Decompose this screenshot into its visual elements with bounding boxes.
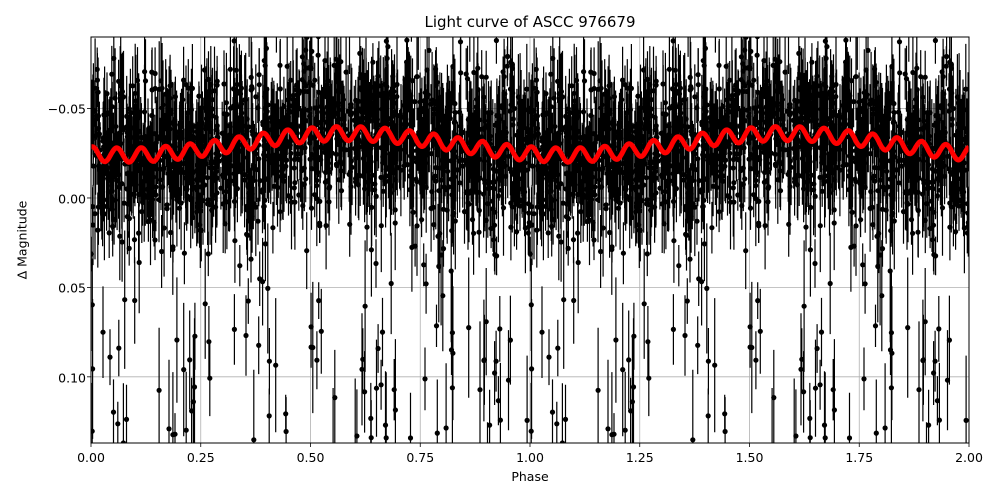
x-tick-label: 1.25 [625, 450, 654, 465]
y-axis-label: Δ Magnitude [14, 200, 30, 280]
x-tick-label: 1.75 [845, 450, 874, 465]
tick-marks [87, 108, 970, 447]
model-fit-line [91, 124, 969, 165]
y-tick-label: 0.10 [58, 370, 86, 386]
x-tick-label: 0.75 [406, 450, 435, 465]
x-tick-label: 2.00 [955, 450, 983, 465]
chart-title: Light curve of ASCC 976679 [424, 13, 636, 31]
x-tick-label: 0.00 [77, 450, 105, 465]
x-tick-label: 1.00 [516, 450, 544, 465]
y-tick-label: −0.05 [47, 101, 86, 117]
x-tick-label: 0.25 [186, 450, 215, 465]
x-tick-label: 1.50 [735, 450, 764, 465]
x-axis-label: Phase [511, 469, 549, 484]
y-tick-label: 0.00 [58, 191, 86, 207]
y-tick-label: 0.05 [58, 280, 86, 296]
x-tick-label: 0.50 [296, 450, 325, 465]
